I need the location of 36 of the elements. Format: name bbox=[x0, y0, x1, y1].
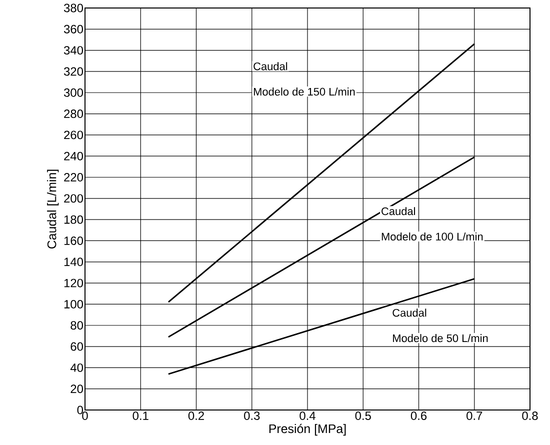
x-axis-title: Presión [MPa] bbox=[269, 424, 346, 436]
y-tick-label: 160 bbox=[64, 236, 84, 245]
y-axis-title: Caudal [L/min] bbox=[47, 170, 59, 249]
annotation: Caudal bbox=[254, 62, 288, 70]
y-tick-label: 100 bbox=[64, 300, 84, 308]
y-tick-label: 180 bbox=[64, 215, 84, 224]
y-tick-label: 280 bbox=[64, 110, 84, 118]
y-tick-label: 80 bbox=[70, 321, 84, 330]
x-tick-label: 0.7 bbox=[466, 412, 482, 420]
x-tick-label: 0.5 bbox=[355, 412, 371, 420]
y-tick-label: 220 bbox=[64, 173, 84, 182]
y-tick-label: 240 bbox=[64, 152, 84, 160]
y-tick-label: 60 bbox=[70, 342, 84, 351]
y-tick-label: 200 bbox=[64, 194, 84, 203]
annotation: Modelo de 150 L/min bbox=[254, 88, 355, 96]
x-tick-label: 0.6 bbox=[410, 412, 427, 420]
x-tick-label: 0.2 bbox=[188, 412, 204, 420]
y-tick-label: 380 bbox=[64, 4, 84, 12]
y-tick-label: 120 bbox=[64, 278, 84, 288]
y-tick-label: 300 bbox=[64, 88, 84, 97]
annotation: Modelo de 100 L/min bbox=[382, 232, 483, 241]
x-tick-label: 0.3 bbox=[244, 412, 260, 420]
annotation: Caudal bbox=[392, 308, 426, 317]
y-tick-label: 320 bbox=[64, 67, 84, 76]
x-tick-label: 0.1 bbox=[132, 412, 148, 420]
y-tick-label: 360 bbox=[64, 24, 84, 34]
y-tick-label: 340 bbox=[64, 46, 84, 55]
y-tick-label: 0 bbox=[77, 406, 84, 414]
annotation: Caudal bbox=[382, 207, 415, 216]
x-tick-label: 0.4 bbox=[300, 412, 316, 420]
annotation: Modelo de 50 L/min bbox=[393, 334, 488, 342]
y-tick-label: 40 bbox=[70, 363, 84, 372]
y-tick-label: 260 bbox=[64, 130, 84, 140]
y-tick-label: 20 bbox=[70, 384, 84, 394]
y-tick-label: 140 bbox=[64, 258, 84, 266]
x-tick-label: 0.8 bbox=[522, 412, 538, 420]
